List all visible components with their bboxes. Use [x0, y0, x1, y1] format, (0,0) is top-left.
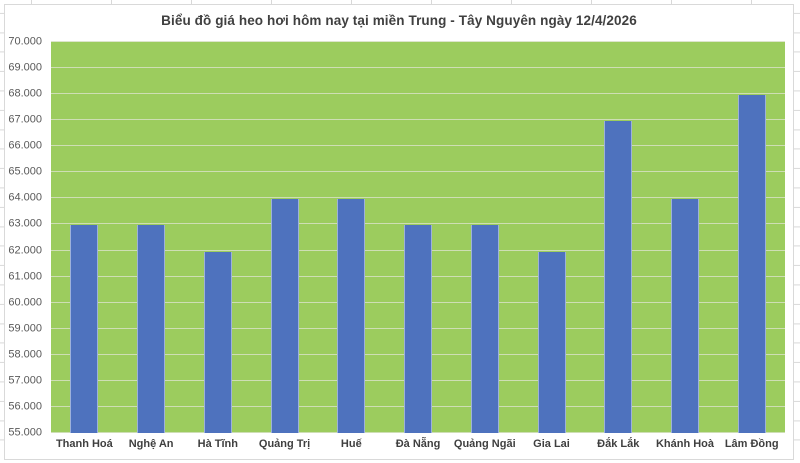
plot-area[interactable] — [51, 41, 785, 433]
y-tick-label: 67.000 — [8, 113, 42, 126]
chart-frame[interactable]: Biểu đồ giá heo hơi hôm nay tại miền Tru… — [4, 4, 794, 460]
x-tick-label: Huế — [340, 438, 362, 450]
y-tick-label: 55.000 — [8, 426, 42, 439]
bar[interactable] — [404, 225, 433, 433]
bar[interactable] — [737, 95, 766, 433]
y-tick-label: 65.000 — [8, 165, 42, 178]
bar-series — [51, 42, 785, 433]
gridline — [51, 119, 785, 121]
bar-slot — [518, 42, 585, 433]
y-tick-label: 70.000 — [8, 35, 42, 48]
y-tick-label: 56.000 — [8, 400, 42, 413]
x-tick-label: Gia Lai — [533, 438, 570, 450]
x-axis: Thanh Hoá Nghệ An Hà Tĩnh Quảng Trị Huế Đà Nẵ… — [51, 438, 785, 450]
y-tick-label: 62.000 — [8, 244, 42, 257]
bar-slot — [251, 42, 318, 433]
spreadsheet-row-gridline-stubs-right — [794, 0, 800, 463]
y-tick-label: 69.000 — [8, 61, 42, 74]
bar[interactable] — [470, 225, 499, 433]
bar-slot — [451, 42, 518, 433]
bar-slot — [184, 42, 251, 433]
gridline — [51, 93, 785, 95]
bar[interactable] — [337, 199, 366, 433]
bar-slot — [118, 42, 185, 433]
bar-slot — [718, 42, 785, 433]
x-tick-label: Khánh Hoà — [655, 438, 714, 450]
x-tick-label: Đà Nẵng — [395, 438, 441, 450]
y-tick-label: 57.000 — [8, 374, 42, 387]
x-tick-label: Quảng Trị — [258, 438, 311, 450]
gridline — [51, 223, 785, 225]
bar[interactable] — [270, 199, 299, 433]
gridline — [51, 197, 785, 199]
bar[interactable] — [670, 199, 699, 433]
bar[interactable] — [70, 225, 99, 433]
bar[interactable] — [604, 121, 633, 433]
gridline — [51, 171, 785, 173]
gridline — [51, 145, 785, 147]
spreadsheet-row-gridline-stubs-left — [0, 0, 4, 463]
chart-title: Biểu đồ giá heo hơi hôm nay tại miền Tru… — [161, 13, 637, 28]
x-tick-label: Hà Tĩnh — [197, 438, 238, 450]
bar[interactable] — [537, 251, 566, 433]
spreadsheet-column-gridline-stubs — [0, 0, 800, 4]
bar-slot — [585, 42, 652, 433]
y-tick-label: 63.000 — [8, 217, 42, 230]
x-tick-label: Quảng Ngãi — [453, 438, 516, 450]
bar-slot — [318, 42, 385, 433]
bar[interactable] — [203, 251, 232, 433]
y-tick-label: 66.000 — [8, 139, 42, 152]
bar-slot — [652, 42, 719, 433]
y-tick-label: 60.000 — [8, 296, 42, 309]
x-tick-label: Lâm Đồng — [724, 438, 779, 450]
y-tick-label: 59.000 — [8, 322, 42, 335]
y-tick-label: 58.000 — [8, 348, 42, 361]
x-tick-label: Đắk Lắk — [597, 438, 640, 450]
bar[interactable] — [137, 225, 166, 433]
gridline — [51, 67, 785, 69]
y-axis: 55.000 56.000 57.000 58.000 59.000 60.000 61.0… — [5, 36, 45, 438]
y-tick-label: 61.000 — [8, 270, 42, 283]
y-tick-label: 64.000 — [8, 191, 42, 204]
bar-slot — [51, 42, 118, 433]
y-tick-label: 68.000 — [8, 87, 42, 100]
gridline — [51, 41, 785, 42]
x-tick-label: Thanh Hoá — [55, 438, 113, 450]
bar-slot — [385, 42, 452, 433]
x-tick-label: Nghệ An — [128, 438, 174, 450]
